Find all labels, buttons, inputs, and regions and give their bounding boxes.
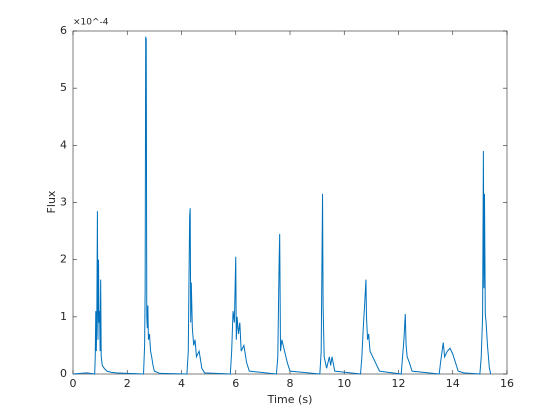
x-tick-label: 8 (287, 377, 294, 390)
x-axis-label: Time (s) (267, 393, 313, 406)
x-tick-label: 14 (446, 377, 460, 390)
x-tick-label: 12 (392, 377, 406, 390)
y-tick-label: 1 (60, 310, 67, 323)
y-exponent-label: ×10^-4 (73, 18, 109, 28)
x-tick-label: 0 (70, 377, 77, 390)
x-tick-label: 4 (178, 377, 185, 390)
axes-box (72, 30, 508, 375)
x-tick-label: 16 (500, 377, 514, 390)
y-tick-label: 5 (60, 81, 67, 94)
x-tick-label: 10 (337, 377, 351, 390)
y-tick-label: 2 (60, 253, 67, 266)
x-tick-label: 6 (232, 377, 239, 390)
x-tick-label: 2 (124, 377, 131, 390)
y-tick-label: 3 (60, 196, 67, 209)
y-tick-label: 4 (60, 138, 67, 151)
y-tick-label: 6 (60, 24, 67, 37)
y-tick-label: 0 (60, 367, 67, 380)
y-axis-label: Flux (45, 190, 58, 213)
flux-line (72, 36, 492, 375)
